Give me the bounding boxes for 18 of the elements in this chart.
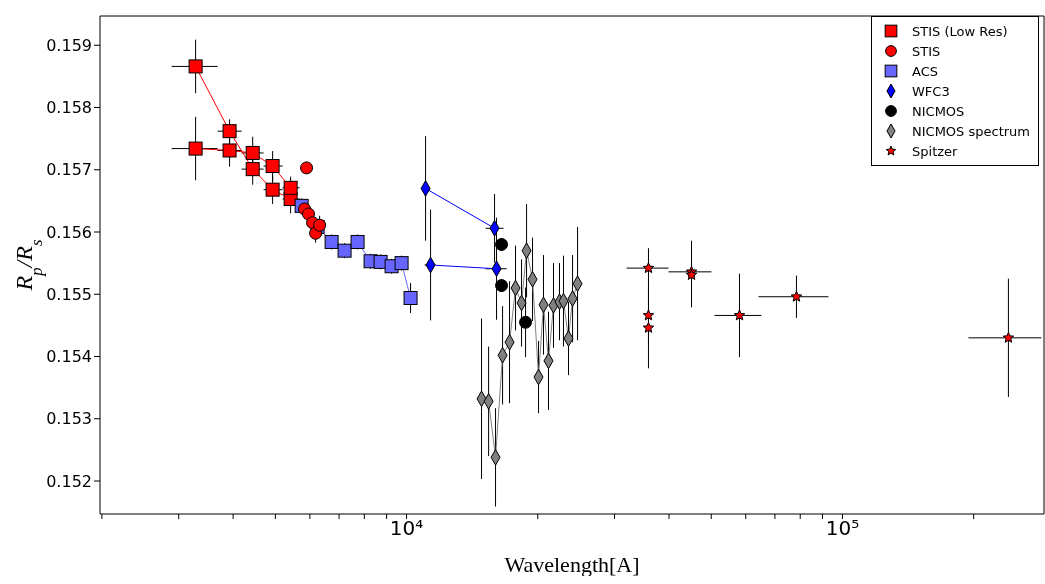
y-tick-label: 0.158 <box>46 98 92 118</box>
legend-label: ACS <box>912 63 939 79</box>
x-tick-label: 10⁵ <box>825 516 860 541</box>
y-tick-label: 0.155 <box>46 284 92 304</box>
legend-label: WFC3 <box>912 83 950 99</box>
legend-label: NICMOS spectrum <box>912 123 1030 139</box>
y-tick-label: 0.153 <box>46 409 92 429</box>
legend-label: NICMOS <box>912 103 965 119</box>
x-tick-label: 10⁴ <box>389 516 424 541</box>
y-tick-label: 0.154 <box>46 347 92 367</box>
x-axis-title: Wavelength[A] <box>504 552 640 577</box>
y-tick-label: 0.156 <box>46 222 92 242</box>
legend-label: STIS <box>912 43 941 59</box>
y-tick-label: 0.152 <box>46 471 92 491</box>
legend-label: Spitzer <box>912 143 958 159</box>
y-tick-label: 0.157 <box>46 160 92 180</box>
legend-label: STIS (Low Res) <box>912 23 1008 39</box>
y-tick-label: 0.159 <box>46 35 92 55</box>
